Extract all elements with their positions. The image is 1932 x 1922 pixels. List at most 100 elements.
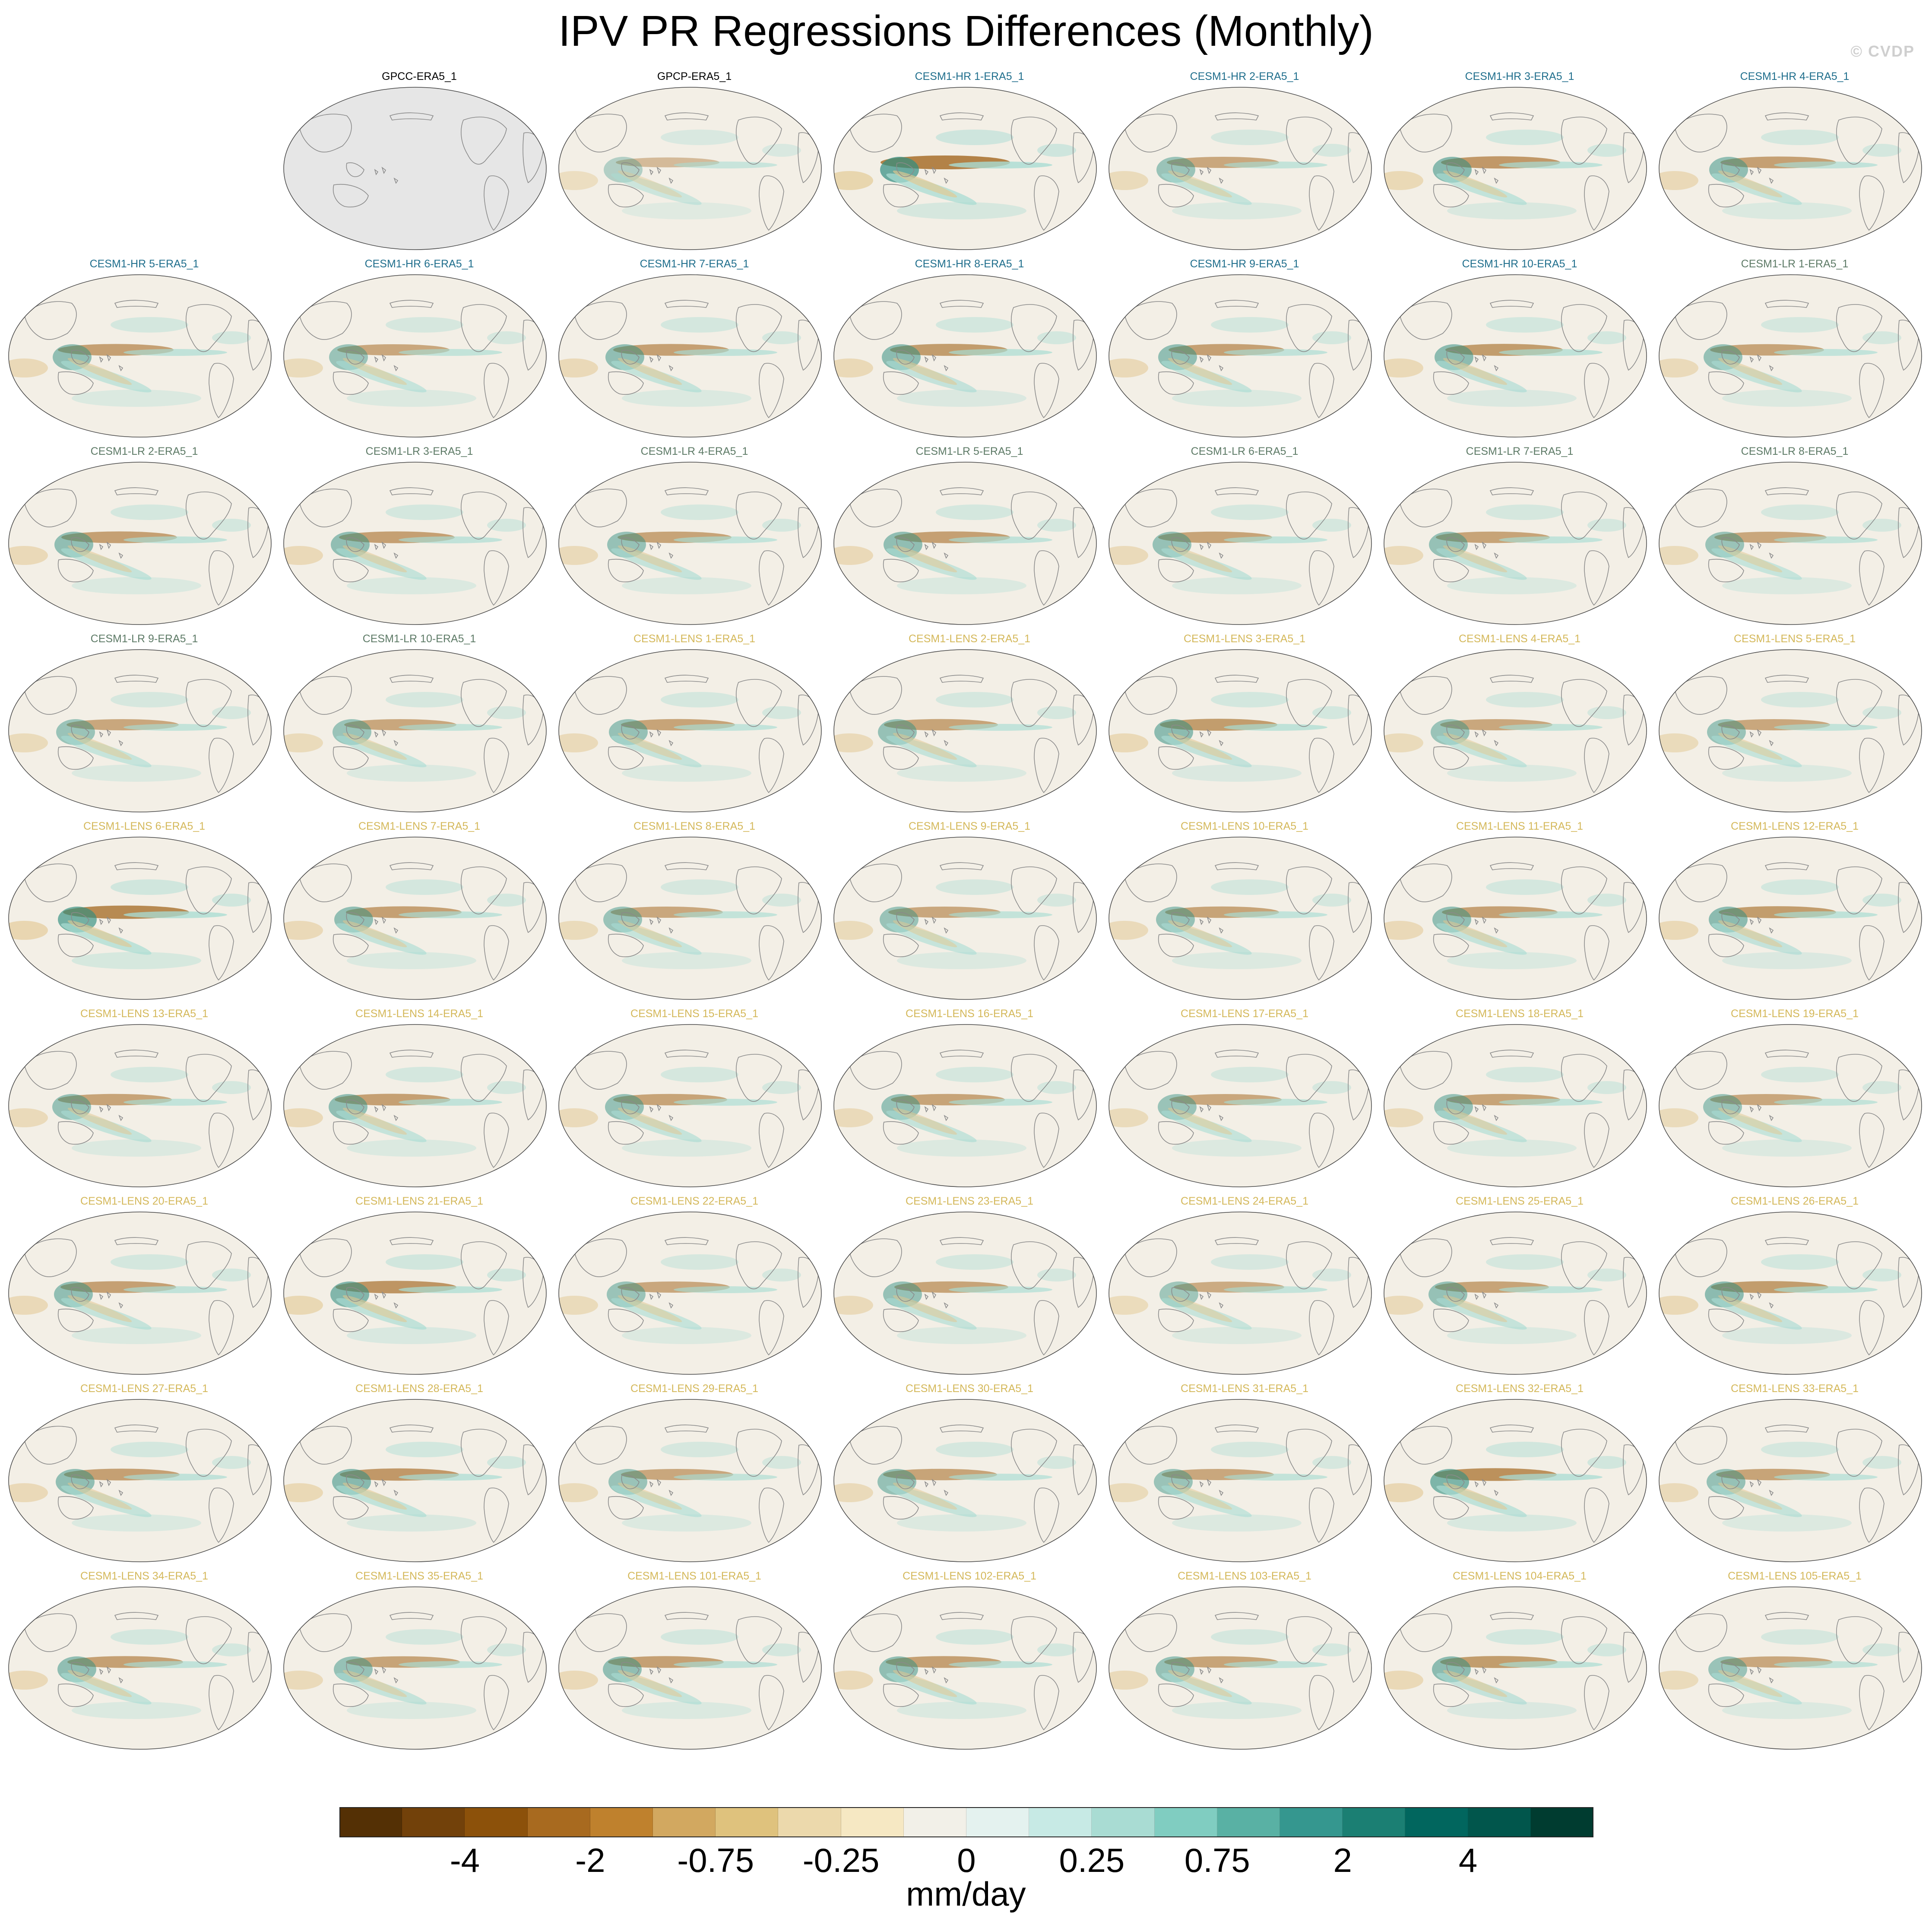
- anomaly-equatorial-wet: [124, 349, 227, 356]
- anomaly-indian-ocean: [559, 733, 598, 752]
- panel-title: CESM1-LENS 101-ERA5_1: [627, 1570, 761, 1582]
- anomaly-equatorial-wet: [124, 911, 227, 918]
- coastline: [896, 349, 915, 365]
- coastline: [346, 537, 364, 552]
- map-outline: [1659, 1024, 1922, 1187]
- coastline: [1708, 371, 1744, 395]
- map-plot: [1109, 837, 1372, 1000]
- coastline: [1474, 1478, 1499, 1496]
- panel-title: CESM1-LR 4-ERA5_1: [640, 445, 748, 457]
- coastline: [1474, 1104, 1499, 1121]
- coastline: [333, 558, 369, 582]
- coastline: [896, 724, 915, 739]
- coastline: [1199, 729, 1224, 746]
- anomaly-spcz-dry: [342, 545, 407, 573]
- map-outline: [1384, 837, 1647, 1000]
- anomaly-atlantic: [487, 1643, 526, 1656]
- anomaly-spcz-dry: [67, 1670, 132, 1697]
- map-panel: CESM1-LENS 22-ERA5_1: [557, 1195, 832, 1380]
- coastline: [1399, 1051, 1452, 1090]
- anomaly-indian-ocean: [834, 1108, 873, 1127]
- map-panel: CESM1-LENS 24-ERA5_1: [1107, 1195, 1382, 1380]
- anomaly-south-pacific: [622, 1514, 751, 1532]
- coastline: [58, 558, 94, 582]
- coastline: [1561, 1054, 1607, 1102]
- coastline: [1011, 1616, 1057, 1664]
- coastline: [1199, 1478, 1224, 1496]
- panel-title: CESM1-LR 9-ERA5_1: [90, 633, 198, 645]
- anomaly-atlantic: [212, 1269, 251, 1281]
- anomaly-spcz-dry: [893, 545, 957, 573]
- coastline: [99, 1104, 124, 1121]
- colorbar-cell: [716, 1807, 779, 1837]
- anomaly-north-pacific: [936, 130, 1014, 145]
- map-panel: CESM1-LENS 6-ERA5_1: [7, 820, 282, 1005]
- map-panel: CESM1-LENS 35-ERA5_1: [282, 1570, 557, 1755]
- anomaly-atlantic: [1862, 519, 1901, 532]
- anomaly-south-pacific: [622, 764, 751, 782]
- panel-title: CESM1-LENS 33-ERA5_1: [1731, 1383, 1859, 1395]
- coastline: [1859, 1487, 1884, 1543]
- colorbar-cell: [1092, 1807, 1155, 1837]
- coastline: [883, 933, 919, 957]
- anomaly-spcz-dry: [1443, 733, 1508, 760]
- map-panel: CESM1-LR 2-ERA5_1: [7, 445, 282, 631]
- map-background: [1109, 1399, 1371, 1562]
- anomaly-south-pacific: [1172, 764, 1302, 782]
- anomaly-south-pacific: [1172, 202, 1302, 219]
- anomaly-south-pacific: [1172, 1514, 1302, 1532]
- anomaly-indian-ocean: [1384, 1483, 1423, 1502]
- map-panel: CESM1-LR 8-ERA5_1: [1657, 445, 1932, 631]
- panel-title: CESM1-LENS 20-ERA5_1: [80, 1195, 208, 1207]
- map-plot: [1109, 1399, 1372, 1562]
- panel-title: CESM1-LENS 15-ERA5_1: [630, 1008, 758, 1020]
- coastline: [736, 866, 782, 914]
- map-panel: CESM1-LENS 5-ERA5_1: [1657, 632, 1932, 818]
- coastline: [1474, 916, 1499, 934]
- anomaly-south-pacific: [622, 1327, 751, 1344]
- coastline: [484, 925, 509, 981]
- anomaly-atlantic: [762, 1456, 801, 1469]
- map-outline: [833, 462, 1097, 625]
- map-background: [559, 1024, 821, 1187]
- map-outline: [283, 649, 547, 812]
- map-panel: CESM1-HR 6-ERA5_1: [282, 257, 557, 443]
- anomaly-south-pacific: [1722, 1139, 1852, 1157]
- coastline: [649, 1291, 674, 1309]
- colorbar-cell: [653, 1807, 716, 1837]
- map-plot: [558, 1586, 822, 1750]
- panel-title: CESM1-LENS 26-ERA5_1: [1731, 1195, 1859, 1207]
- map-panel: CESM1-LENS 19-ERA5_1: [1657, 1007, 1932, 1193]
- coastline: [333, 933, 369, 957]
- anomaly-indian-ocean: [284, 358, 323, 377]
- coastline: [1446, 1474, 1465, 1489]
- anomaly-south-pacific: [347, 390, 476, 407]
- coastline: [1674, 114, 1727, 152]
- coastline: [389, 1424, 434, 1433]
- anomaly-atlantic: [212, 1081, 251, 1094]
- anomaly-equatorial-wet: [674, 724, 777, 731]
- map-background: [1659, 462, 1922, 625]
- map-panel: CESM1-LR 1-ERA5_1: [1657, 257, 1932, 443]
- coastline: [1214, 862, 1259, 870]
- map-background: [1109, 1587, 1371, 1749]
- anomaly-north-pacific: [1761, 130, 1839, 145]
- anomaly-south-pacific: [1447, 952, 1577, 969]
- anomaly-south-pacific: [1447, 577, 1577, 594]
- coastline: [574, 863, 627, 902]
- map-outline: [833, 1024, 1097, 1187]
- anomaly-indian-ocean: [1384, 1296, 1423, 1315]
- map-panel: CESM1-LENS 33-ERA5_1: [1657, 1382, 1932, 1568]
- coastline: [1474, 1666, 1499, 1684]
- coastline: [346, 1099, 364, 1114]
- map-panel: CESM1-LR 5-ERA5_1: [832, 445, 1107, 631]
- map-background: [1384, 837, 1647, 999]
- anomaly-north-pacific: [936, 692, 1014, 707]
- map-plot: [1384, 649, 1647, 812]
- anomaly-spcz-dry: [618, 1670, 682, 1697]
- map-background: [1384, 1212, 1647, 1374]
- map-background: [834, 837, 1096, 999]
- anomaly-atlantic: [1037, 144, 1076, 157]
- coastline: [374, 354, 399, 371]
- coastline: [346, 1287, 364, 1302]
